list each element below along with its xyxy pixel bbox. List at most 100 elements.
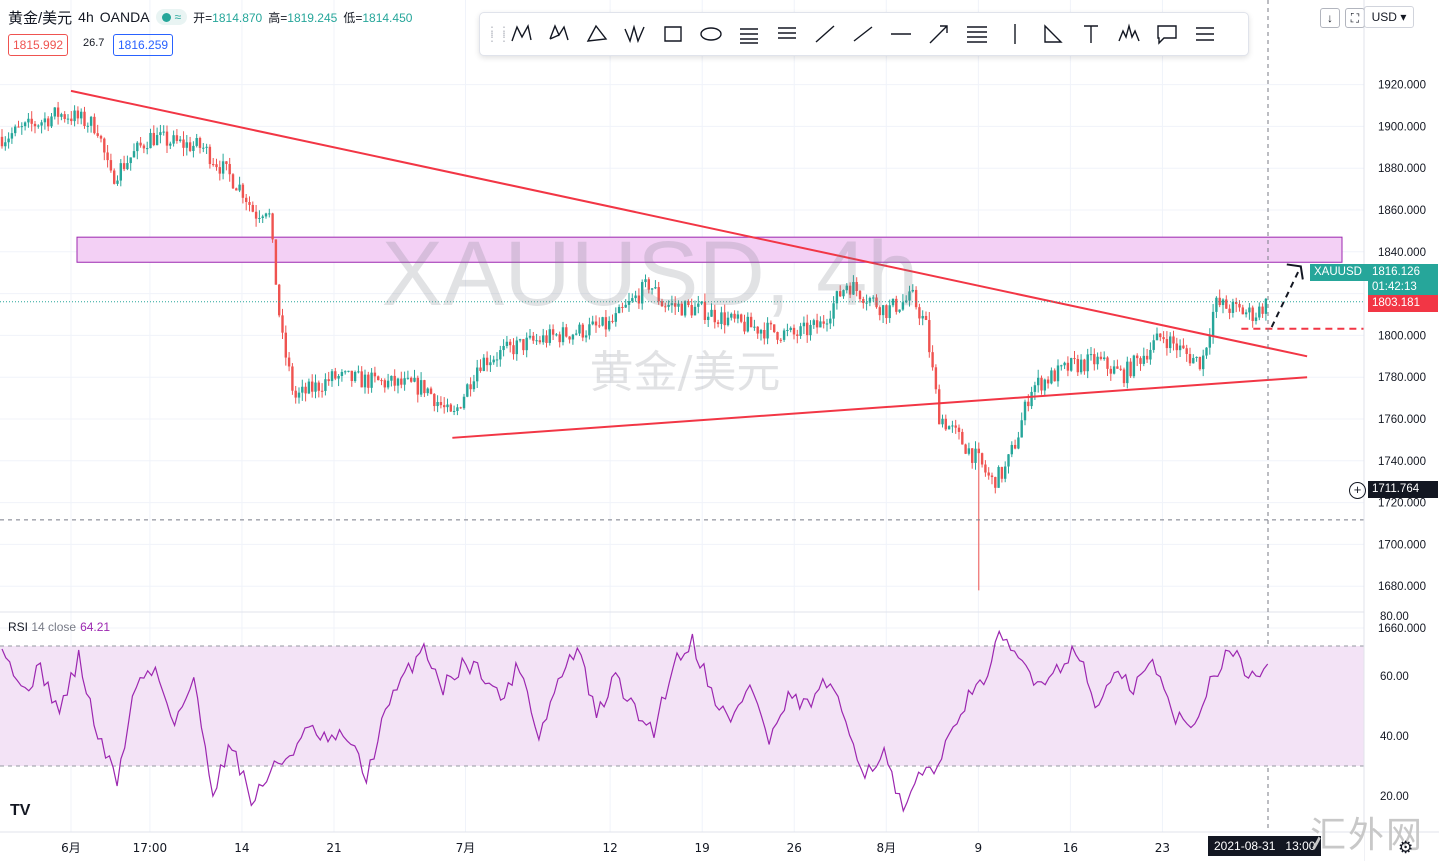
head-shoulders-tool-button[interactable] bbox=[1110, 15, 1148, 53]
fullscreen-button[interactable]: ⛶ bbox=[1345, 8, 1365, 28]
candle-body bbox=[535, 340, 538, 342]
candle-body bbox=[113, 170, 116, 184]
candle-body bbox=[571, 334, 575, 340]
candle-body bbox=[1132, 355, 1136, 377]
ascending-trendline[interactable] bbox=[452, 376, 1308, 439]
candle-body bbox=[1007, 454, 1010, 467]
candle-body bbox=[70, 118, 73, 122]
price-tick-label: 1660.000 bbox=[1378, 623, 1426, 635]
candle-body bbox=[1208, 335, 1211, 348]
candle-body bbox=[307, 381, 311, 394]
line-price-label: 1803.181 bbox=[1368, 295, 1438, 312]
ellipse-icon-shape bbox=[700, 27, 722, 41]
price-tick-label: 1880.000 bbox=[1378, 163, 1426, 175]
candle-body bbox=[1192, 357, 1195, 364]
text-tool-button[interactable] bbox=[1072, 15, 1110, 53]
candle-body bbox=[779, 339, 782, 341]
parallel-channel-tool-button[interactable] bbox=[958, 15, 996, 53]
candle-body bbox=[1056, 365, 1060, 382]
price-tick-label: 1780.000 bbox=[1378, 372, 1426, 384]
symbol-name[interactable]: 黄金/美元 bbox=[8, 9, 73, 27]
candle-body bbox=[674, 303, 677, 307]
interval-label[interactable]: 4h bbox=[78, 9, 94, 25]
projection-arrow[interactable] bbox=[1270, 265, 1302, 328]
buy-button[interactable]: 1816.259 bbox=[113, 34, 174, 56]
candle-body bbox=[1149, 349, 1152, 360]
currency-select[interactable]: USD ▾ bbox=[1364, 6, 1414, 28]
candle-body bbox=[703, 301, 707, 320]
rsi-band bbox=[0, 646, 1364, 766]
drag-handle-icon[interactable]: ⋮⋮ ⋮⋮ bbox=[486, 24, 510, 44]
candle-body bbox=[637, 295, 641, 304]
xabcd-pattern-tool-button[interactable] bbox=[502, 15, 540, 53]
cypher-pattern-tool-button[interactable] bbox=[540, 15, 578, 53]
ray-tool-button[interactable] bbox=[844, 15, 882, 53]
price-range-tool-button[interactable] bbox=[1186, 15, 1224, 53]
candle-body bbox=[304, 386, 307, 394]
scroll-down-button[interactable]: ↓ bbox=[1320, 8, 1340, 28]
ellipse-tool-button[interactable] bbox=[692, 15, 730, 53]
candle-body bbox=[433, 393, 436, 407]
candle-body bbox=[1027, 401, 1030, 407]
callout-tool-button[interactable] bbox=[1148, 15, 1186, 53]
candle-body bbox=[327, 379, 330, 382]
triangle-pattern-tool-button[interactable] bbox=[578, 15, 616, 53]
ohlc-open: 开=1814.870 bbox=[193, 10, 263, 25]
candle-body bbox=[357, 371, 360, 373]
candle-body bbox=[1033, 385, 1037, 392]
horizontal-line-tool-button[interactable] bbox=[882, 15, 920, 53]
candle-body bbox=[1244, 312, 1248, 315]
sell-button[interactable]: 1815.992 bbox=[8, 34, 69, 56]
candle-body bbox=[76, 110, 80, 119]
candle-body bbox=[1119, 368, 1122, 370]
add-alert-icon[interactable]: + bbox=[1349, 482, 1366, 499]
candle-body bbox=[660, 301, 664, 307]
candle-body bbox=[238, 184, 241, 191]
tradingview-logo[interactable]: TV bbox=[10, 802, 31, 819]
candle-body bbox=[152, 132, 155, 146]
market-status-badge[interactable]: ≈ bbox=[155, 9, 188, 25]
descending-trendline[interactable] bbox=[70, 89, 1308, 358]
candle-body bbox=[1215, 297, 1218, 312]
candle-body bbox=[1248, 307, 1251, 313]
candle-body bbox=[132, 151, 136, 158]
callout-icon bbox=[1157, 25, 1177, 45]
candle-body bbox=[106, 152, 109, 161]
candle-body bbox=[1188, 353, 1192, 364]
vertical-line-tool-button[interactable] bbox=[996, 15, 1034, 53]
candle-body bbox=[1013, 444, 1017, 449]
candle-body bbox=[591, 321, 594, 325]
candle-body bbox=[188, 142, 192, 151]
rectangle-tool-button[interactable] bbox=[654, 15, 692, 53]
candle-body bbox=[812, 320, 815, 325]
angle-tool-button[interactable] bbox=[1034, 15, 1072, 53]
elliott-wave-tool-button[interactable] bbox=[616, 15, 654, 53]
time-axis[interactable] bbox=[0, 832, 1364, 861]
price-axis[interactable] bbox=[1364, 0, 1439, 861]
candle-body bbox=[766, 322, 769, 339]
candle-body bbox=[1073, 358, 1076, 360]
candle-body bbox=[426, 388, 429, 394]
candle-body bbox=[1129, 361, 1132, 377]
candle-body bbox=[10, 133, 14, 139]
ohlc-low: 低=1814.450 bbox=[343, 10, 413, 25]
candle-body bbox=[291, 366, 294, 391]
settings-gear-icon[interactable]: ⚙ bbox=[1398, 838, 1414, 857]
candle-body bbox=[951, 425, 954, 427]
rsi-legend[interactable]: RSI 14 close 64.21 bbox=[8, 620, 111, 634]
candle-body bbox=[192, 145, 195, 151]
arrow-tool-button[interactable] bbox=[920, 15, 958, 53]
candle-body bbox=[1010, 444, 1013, 455]
trend-line-tool-button[interactable] bbox=[806, 15, 844, 53]
candle-body bbox=[136, 142, 139, 152]
candle-body bbox=[218, 167, 221, 174]
resistance-zone[interactable] bbox=[76, 236, 1343, 263]
candle-body bbox=[205, 146, 208, 148]
candle-body bbox=[1228, 308, 1231, 313]
long-position-tool-button[interactable] bbox=[730, 15, 768, 53]
candle-body bbox=[736, 314, 740, 319]
fib-channel-tool-button[interactable] bbox=[768, 15, 806, 53]
parallel-channel-icon bbox=[967, 26, 987, 43]
candle-body bbox=[1251, 307, 1254, 322]
